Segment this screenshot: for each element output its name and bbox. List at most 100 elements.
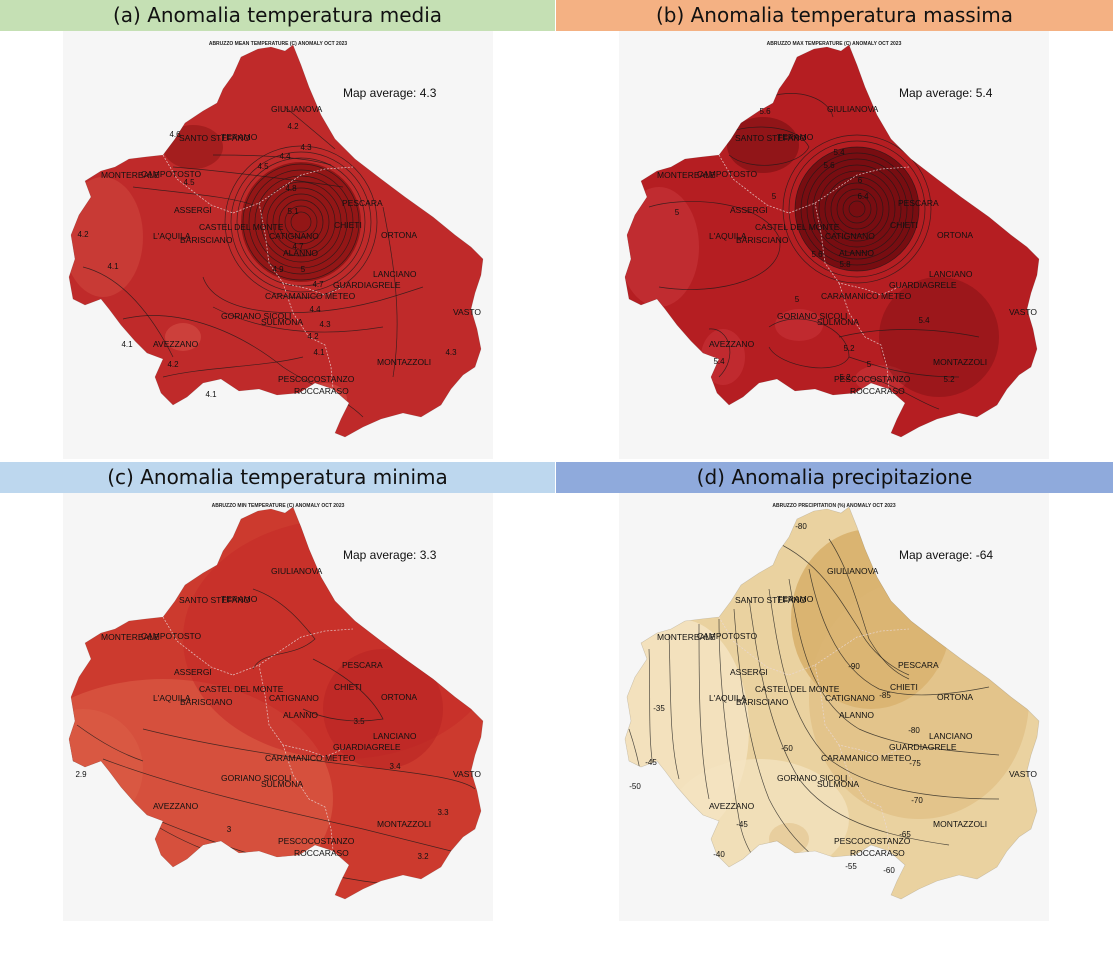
panel-d-map: -80 -90 -85 -80 -75 -70 -65 -60 -55 -50 -45 -40 -35 -… — [619, 493, 1049, 921]
contour-label: 5.6 — [823, 161, 835, 170]
contour-line — [808, 568, 990, 696]
contour-line — [708, 328, 731, 378]
city-label: CATIGNANO — [269, 693, 319, 703]
contour-label: -45 — [736, 820, 748, 829]
contour-line — [252, 588, 316, 670]
contour-label: 5.1 — [287, 207, 299, 216]
anomaly-zone — [775, 309, 823, 341]
contour-label: 4.1 — [205, 390, 217, 399]
city-label: ALANNO — [839, 710, 874, 720]
panel-a-header: (a) Anomalia temperatura media — [0, 0, 555, 31]
province-border — [232, 166, 354, 214]
city-label: PESCARA — [342, 198, 383, 208]
city-label: PESCOCOSTANZO — [278, 836, 355, 846]
city-label: LANCIANO — [929, 731, 973, 741]
city-label: CATIGNANO — [825, 693, 875, 703]
map-layer: 5.6 5.4 5.6 6 6.4 5 5 5.2 5.6 5.8 5 5.4 5.2 5 5.4 5.2 GI… — [624, 44, 1040, 438]
city-label: VASTO — [1009, 307, 1037, 317]
city-label: CASTEL DEL MONTE — [199, 684, 284, 694]
contour-ring — [272, 193, 330, 251]
panel-c-header: (c) Anomalia temperatura minima — [0, 462, 555, 493]
city-label: ORTONA — [937, 230, 973, 240]
contour-label: 4.5 — [257, 162, 269, 171]
contour-ring — [842, 194, 872, 224]
contour-label: 5.6 — [811, 250, 823, 259]
contour-label: -80 — [795, 522, 807, 531]
map-layer: 3.5 3.4 3.3 3.2 3 2.9 GIULIANOVA SANTO STEFANOT… — [68, 506, 484, 900]
contour-label: 5 — [795, 295, 800, 304]
contour-label: 4.3 — [300, 143, 312, 152]
city-label: ROCCARASO — [850, 386, 905, 396]
contour-label: 4.3 — [445, 348, 457, 357]
city-label: CHIETI — [334, 220, 362, 230]
contour-label: -55 — [845, 862, 857, 871]
contour-line — [768, 93, 834, 118]
province-border — [258, 202, 310, 290]
contour-label: -50 — [781, 744, 793, 753]
city-label: CHIETI — [334, 682, 362, 692]
contour-line — [212, 154, 332, 166]
contour-label: -40 — [713, 850, 725, 859]
contour-line — [82, 266, 174, 358]
city-label: CAMPOTOSTO — [141, 631, 202, 641]
panel-b-header: (b) Anomalia temperatura massima — [556, 0, 1113, 31]
city-label: CARAMANICO METEO — [821, 753, 912, 763]
city-label: GIULIANOVA — [271, 104, 323, 114]
map-layer: -80 -90 -85 -80 -75 -70 -65 -60 -55 -50 -45 -40 -35 -… — [624, 506, 1040, 900]
city-label: VASTO — [1009, 769, 1037, 779]
city-label: ALANNO — [283, 248, 318, 258]
city-label: CASTEL DEL MONTE — [199, 222, 284, 232]
city-label: VASTO — [453, 307, 481, 317]
contour-ring — [266, 187, 336, 257]
anomaly-zone — [727, 117, 799, 173]
contour-label: -85 — [879, 691, 891, 700]
contour-label: -70 — [911, 796, 923, 805]
city-label: LANCIANO — [929, 269, 973, 279]
precipitation-anomaly-map: -80 -90 -85 -80 -75 -70 -65 -60 -55 -50 -45 -40 -35 -… — [624, 503, 1040, 900]
contour-ring — [782, 134, 932, 284]
province-border — [814, 202, 866, 290]
contour-label: 5.2 — [943, 375, 955, 384]
region-outline — [68, 506, 484, 900]
contour-label: 5 — [675, 208, 680, 217]
contour-label: 4.7 — [312, 280, 324, 289]
map-average: Map average: 4.3 — [343, 86, 437, 100]
city-label: GORIANO SICOLI — [777, 773, 847, 783]
province-border — [788, 166, 910, 214]
city-label: GUARDIAGRELE — [889, 742, 957, 752]
anomaly-zone — [769, 823, 809, 855]
city-label: L'AQUILA — [709, 231, 747, 241]
contour-label: 2.9 — [75, 770, 87, 779]
city-label: CAMPOTOSTO — [697, 631, 758, 641]
contour-line — [212, 306, 384, 333]
map-layer: 4.64.24.34.44.54.54.85.14.74.9 54.74.44.3… — [68, 44, 484, 438]
contour-label: -35 — [653, 704, 665, 713]
city-label: PESCARA — [898, 660, 939, 670]
contour-line — [302, 658, 384, 722]
contour-ring — [824, 176, 890, 242]
contour-line — [648, 201, 781, 290]
contour-line — [76, 724, 144, 762]
contour-line — [142, 728, 476, 790]
city-label: ORTONA — [381, 692, 417, 702]
contour-label: 5.4 — [833, 148, 845, 157]
region-outline — [624, 44, 1040, 438]
contour-ring — [230, 151, 372, 293]
city-label: ALANNO — [839, 248, 874, 258]
city-label: GORIANO SICOLI — [221, 773, 291, 783]
region-outline — [68, 44, 484, 438]
city-label: BARISCIANO — [180, 235, 233, 245]
contour-label: -50 — [629, 782, 641, 791]
province-border — [838, 744, 890, 852]
city-label: CATIGNANO — [825, 231, 875, 241]
city-label: LANCIANO — [373, 269, 417, 279]
contour-line — [728, 126, 810, 166]
contour-label: -75 — [909, 759, 921, 768]
map-average: Map average: 5.4 — [899, 86, 993, 100]
city-label: SANTO STEFANO — [735, 595, 807, 605]
contour-label: 4.2 — [307, 332, 319, 341]
city-label: SULMONA — [817, 317, 859, 327]
city-label: AVEZZANO — [153, 339, 199, 349]
city-label: MONTAZZOLI — [377, 357, 431, 367]
contour-ring — [242, 163, 360, 281]
